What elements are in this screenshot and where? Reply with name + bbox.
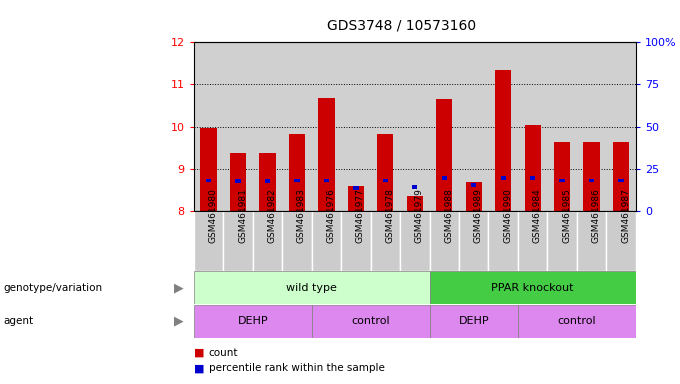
Text: GSM461984: GSM461984 xyxy=(532,189,542,243)
Text: GDS3748 / 10573160: GDS3748 / 10573160 xyxy=(326,19,476,33)
Bar xyxy=(430,305,518,338)
Text: GSM461983: GSM461983 xyxy=(297,189,306,243)
Bar xyxy=(547,42,577,211)
Bar xyxy=(206,179,211,182)
Bar xyxy=(577,211,607,271)
Bar xyxy=(383,179,388,182)
Text: ▶: ▶ xyxy=(174,315,184,328)
Text: GSM461976: GSM461976 xyxy=(326,189,335,243)
Bar xyxy=(253,211,282,271)
Text: GSM461990: GSM461990 xyxy=(503,189,512,243)
Text: GSM461989: GSM461989 xyxy=(474,189,483,243)
Bar xyxy=(194,271,430,304)
Text: ■: ■ xyxy=(194,363,204,373)
Text: GSM461986: GSM461986 xyxy=(592,189,600,243)
Bar xyxy=(530,176,535,180)
Bar xyxy=(253,42,282,211)
Bar xyxy=(618,179,624,182)
Bar xyxy=(488,211,518,271)
Text: control: control xyxy=(352,316,390,326)
Bar xyxy=(607,42,636,211)
Bar xyxy=(560,179,565,182)
Bar xyxy=(201,128,217,211)
Bar xyxy=(223,211,253,271)
Bar xyxy=(436,99,452,211)
Bar xyxy=(518,211,547,271)
Bar xyxy=(194,305,311,338)
Bar xyxy=(259,153,275,211)
Bar xyxy=(430,271,636,304)
Bar xyxy=(459,211,488,271)
Bar xyxy=(407,195,423,211)
Bar xyxy=(430,42,459,211)
Bar xyxy=(400,42,430,211)
Bar xyxy=(488,42,518,211)
Bar xyxy=(353,186,358,190)
Bar xyxy=(371,211,400,271)
Bar xyxy=(441,176,447,180)
Bar xyxy=(471,183,477,187)
Text: GSM461977: GSM461977 xyxy=(356,189,365,243)
Bar xyxy=(318,98,335,211)
Bar xyxy=(194,42,223,211)
Bar xyxy=(554,141,571,211)
Bar xyxy=(577,42,607,211)
Bar xyxy=(495,70,511,211)
Bar xyxy=(613,142,629,211)
Bar xyxy=(235,179,241,183)
Bar xyxy=(524,124,541,211)
Bar xyxy=(583,142,600,211)
Text: control: control xyxy=(558,316,596,326)
Bar xyxy=(341,42,371,211)
Bar xyxy=(265,179,270,183)
Bar xyxy=(347,186,364,211)
Bar xyxy=(518,305,636,338)
Bar xyxy=(311,211,341,271)
Text: wild type: wild type xyxy=(286,283,337,293)
Bar xyxy=(607,211,636,271)
Text: GSM461982: GSM461982 xyxy=(267,189,277,243)
Text: DEHP: DEHP xyxy=(237,316,268,326)
Bar xyxy=(324,179,329,182)
Bar xyxy=(466,182,482,211)
Bar xyxy=(194,211,223,271)
Text: GSM461979: GSM461979 xyxy=(415,189,424,243)
Bar xyxy=(282,211,311,271)
Bar xyxy=(311,42,341,211)
Bar xyxy=(371,42,400,211)
Bar xyxy=(311,305,430,338)
Text: GSM461985: GSM461985 xyxy=(562,189,571,243)
Bar xyxy=(547,211,577,271)
Text: GSM461981: GSM461981 xyxy=(238,189,247,243)
Text: count: count xyxy=(209,348,238,358)
Text: GSM461988: GSM461988 xyxy=(444,189,454,243)
Bar xyxy=(294,179,300,182)
Text: genotype/variation: genotype/variation xyxy=(3,283,103,293)
Text: DEHP: DEHP xyxy=(458,316,489,326)
Bar xyxy=(230,153,246,211)
Bar xyxy=(400,211,430,271)
Text: PPAR knockout: PPAR knockout xyxy=(492,283,574,293)
Bar xyxy=(377,134,394,211)
Text: ■: ■ xyxy=(194,348,204,358)
Bar xyxy=(589,179,594,182)
Text: agent: agent xyxy=(3,316,33,326)
Bar xyxy=(412,185,418,189)
Bar xyxy=(430,211,459,271)
Text: GSM461987: GSM461987 xyxy=(621,189,630,243)
Bar xyxy=(518,42,547,211)
Bar xyxy=(341,211,371,271)
Bar xyxy=(459,42,488,211)
Text: GSM461980: GSM461980 xyxy=(209,189,218,243)
Text: percentile rank within the sample: percentile rank within the sample xyxy=(209,363,385,373)
Bar xyxy=(223,42,253,211)
Bar xyxy=(289,134,305,211)
Bar xyxy=(500,176,506,180)
Text: GSM461978: GSM461978 xyxy=(386,189,394,243)
Text: ▶: ▶ xyxy=(174,281,184,294)
Bar xyxy=(282,42,311,211)
